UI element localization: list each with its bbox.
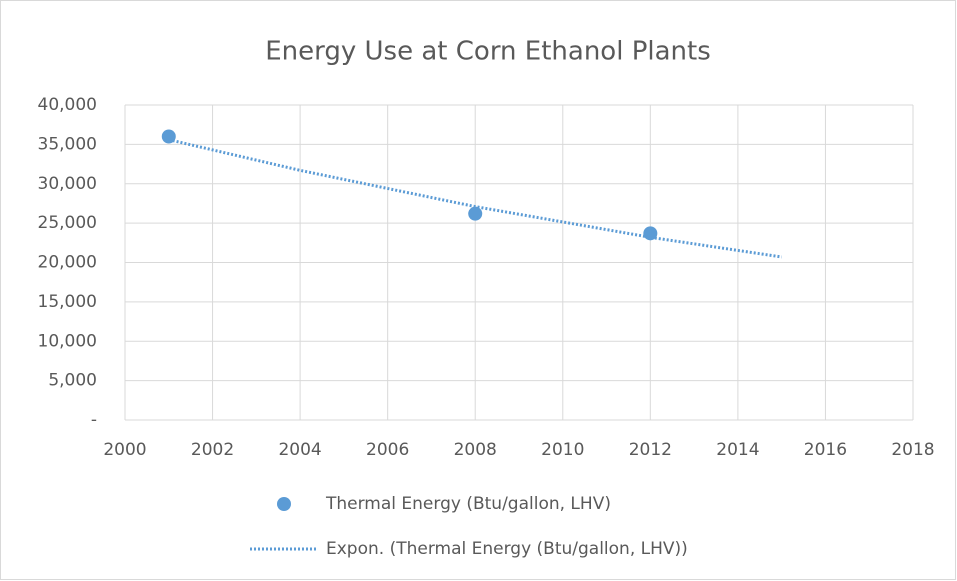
- x-tick-label: 2014: [716, 440, 759, 460]
- chart-title: Energy Use at Corn Ethanol Plants: [265, 37, 711, 67]
- x-tick-label: 2002: [191, 440, 234, 460]
- y-tick-label: 25,000: [38, 213, 97, 233]
- x-tick-label: 2018: [891, 440, 934, 460]
- y-tick-label: 40,000: [38, 95, 97, 115]
- legend-label: Thermal Energy (Btu/gallon, LHV): [325, 494, 611, 514]
- x-tick-label: 2004: [278, 440, 321, 460]
- x-tick-label: 2008: [454, 440, 497, 460]
- x-tick-label: 2010: [541, 440, 584, 460]
- legend-label: Expon. (Thermal Energy (Btu/gallon, LHV)…: [326, 539, 688, 559]
- x-tick-label: 2000: [103, 440, 146, 460]
- y-tick-label: 5,000: [48, 371, 97, 391]
- y-tick-label: 30,000: [38, 174, 97, 194]
- y-tick-label: -: [91, 410, 97, 430]
- y-tick-label: 35,000: [38, 134, 97, 154]
- data-point: [161, 129, 176, 144]
- y-tick-label: 20,000: [38, 253, 97, 273]
- y-tick-label: 10,000: [38, 331, 97, 351]
- x-tick-label: 2016: [804, 440, 847, 460]
- y-tick-label: 15,000: [38, 292, 97, 312]
- x-tick-label: 2006: [366, 440, 409, 460]
- legend-marker: [277, 497, 291, 511]
- trendline: [168, 138, 782, 259]
- data-point: [643, 226, 658, 241]
- x-tick-label: 2012: [629, 440, 672, 460]
- data-point: [468, 206, 483, 221]
